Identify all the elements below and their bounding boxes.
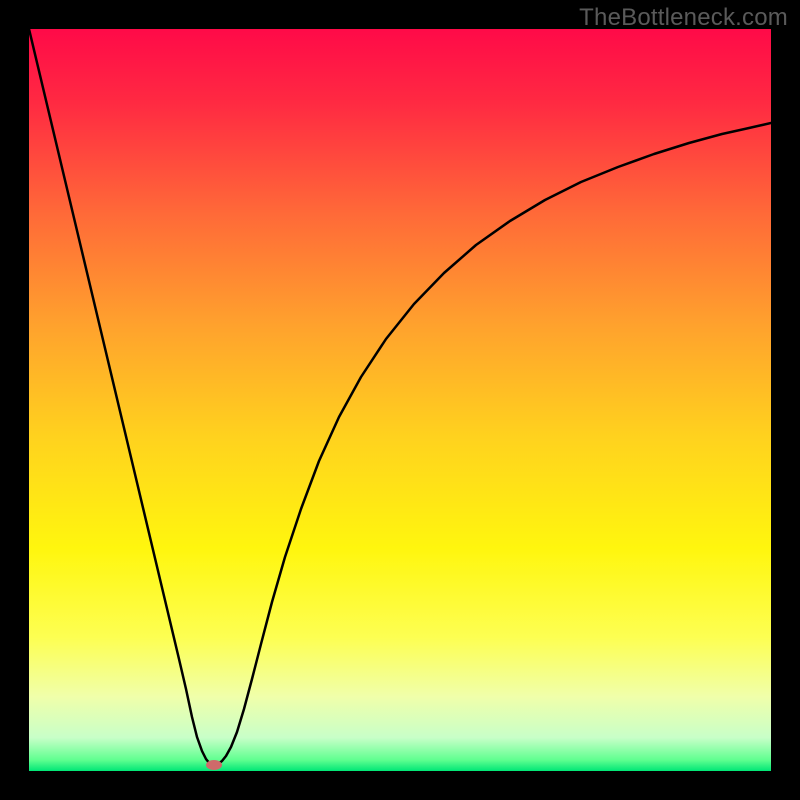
gradient-background (29, 29, 771, 771)
chart-svg (29, 29, 771, 771)
chart-frame: TheBottleneck.com (0, 0, 800, 800)
min-point-marker (206, 760, 222, 770)
plot-area (29, 29, 771, 771)
watermark-text: TheBottleneck.com (579, 4, 788, 32)
